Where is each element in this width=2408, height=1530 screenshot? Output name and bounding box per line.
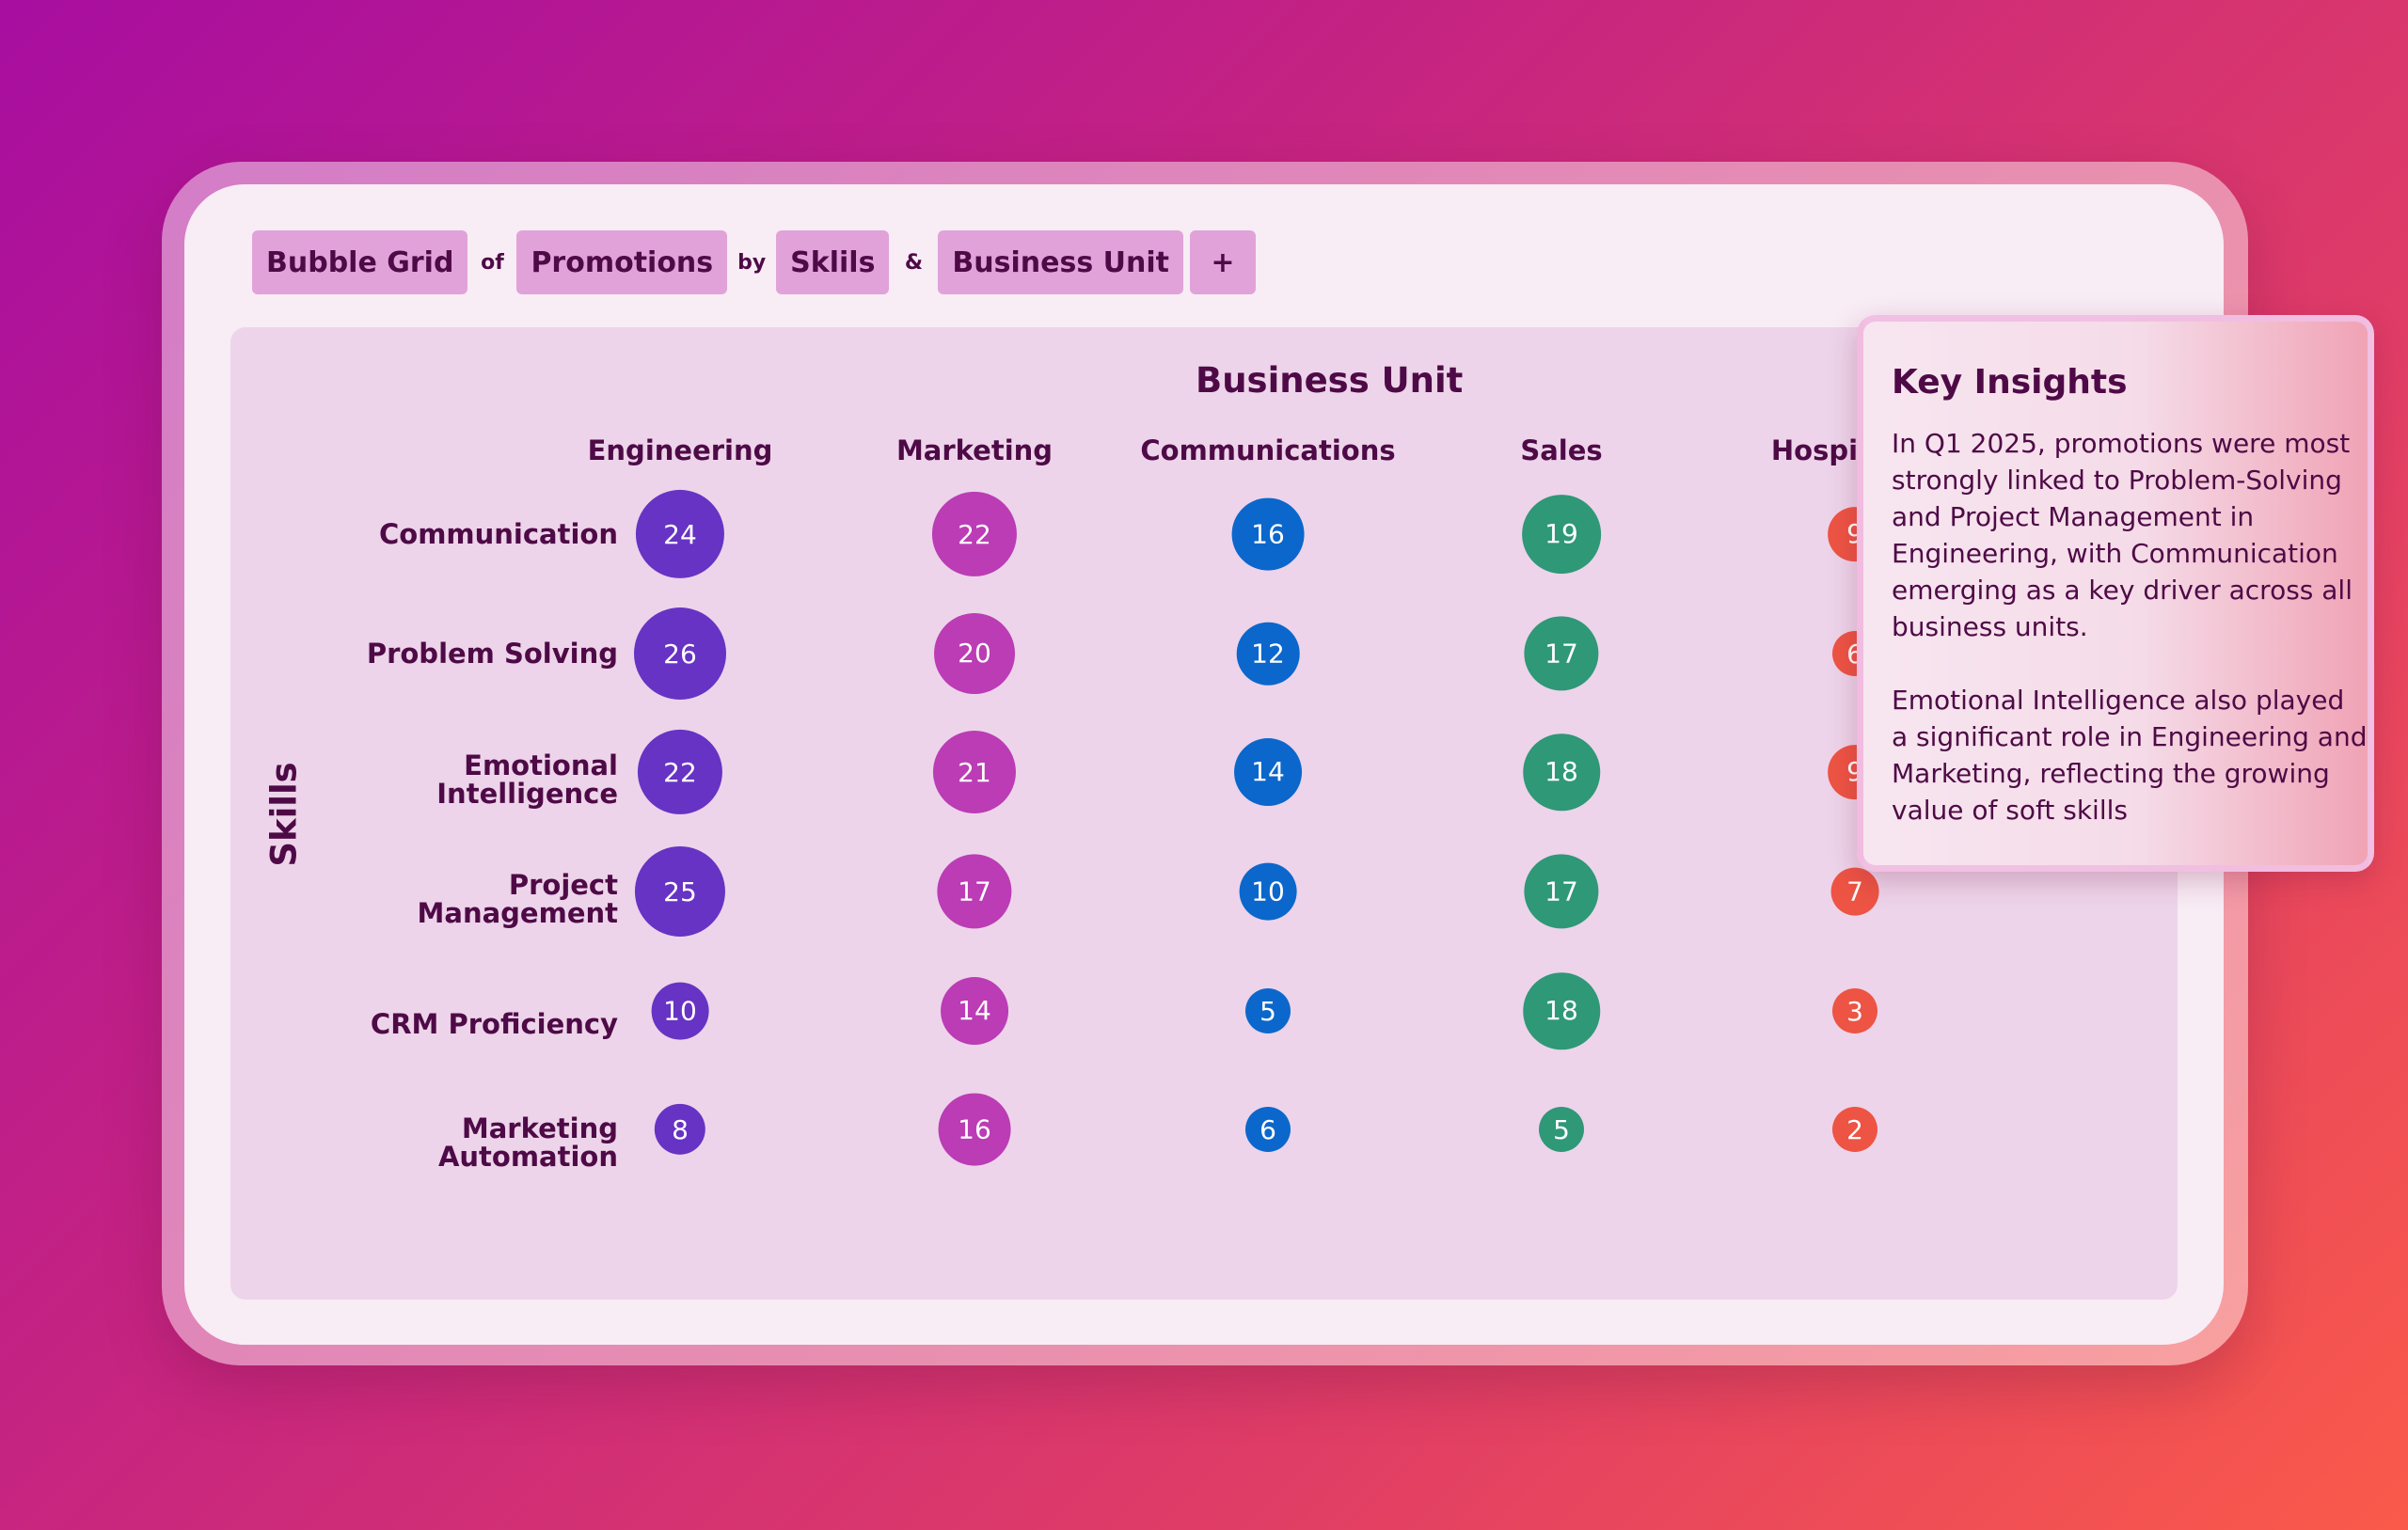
bubble-communication-marketing[interactable]: 22 [931,491,1018,577]
row-label-project-management: Project Management [417,869,618,929]
measure-chip[interactable]: Promotions [516,230,728,294]
insights-body: In Q1 2025, promotions were most strongl… [1892,425,2368,865]
key-insights-panel: Key Insights In Q1 2025, promotions were… [1857,315,2374,872]
dimension2-chip[interactable]: Business Unit [938,230,1183,294]
column-label-engineering: Engineering [587,434,773,466]
of-connector: of [481,250,504,275]
bubble-crm-proficiency-communications[interactable]: 5 [1245,988,1291,1033]
row-label-communication: Communication [378,518,618,550]
bubble-crm-proficiency-hospitality[interactable]: 3 [1832,988,1877,1033]
bubble-communication-sales[interactable]: 19 [1522,495,1601,574]
column-label-communications: Communications [1140,434,1396,466]
row-label-problem-solving: Problem Solving [366,638,618,670]
and-connector: & [904,250,924,275]
bubble-emotional-intelligence-communications[interactable]: 14 [1234,738,1302,806]
row-label-emotional-intelligence: Emotional Intelligence [436,749,618,810]
column-label-marketing: Marketing [895,434,1054,466]
row-label-crm-proficiency: CRM Proficiency [370,1008,618,1040]
bubble-problem-solving-sales[interactable]: 17 [1524,616,1599,691]
add-dimension-button[interactable]: + [1190,230,1256,294]
insights-paragraph-1: In Q1 2025, promotions were most strongl… [1892,428,2353,642]
bubble-problem-solving-marketing[interactable]: 20 [934,613,1015,694]
bubble-marketing-automation-engineering[interactable]: 8 [654,1103,706,1156]
y-axis-title: Skills [263,762,305,867]
bubble-project-management-marketing[interactable]: 17 [937,854,1012,929]
chart-type-chip[interactable]: Bubble Grid [252,230,468,294]
bubble-project-management-engineering[interactable]: 25 [634,845,726,938]
row-label-marketing-automation: Marketing Automation [437,1112,618,1173]
dimension1-chip[interactable]: Sklils [776,230,890,294]
column-label-sales: Sales [1520,434,1603,466]
bubble-project-management-communications[interactable]: 10 [1239,862,1297,921]
query-builder: Bubble Grid of Promotions by Sklils & Bu… [252,230,1256,294]
bubble-crm-proficiency-sales[interactable]: 18 [1523,972,1600,1049]
bubble-crm-proficiency-marketing[interactable]: 14 [941,977,1008,1045]
by-connector: by [737,250,767,275]
bubble-marketing-automation-communications[interactable]: 6 [1245,1107,1291,1152]
x-axis-title: Business Unit [1196,360,1464,401]
bubble-emotional-intelligence-engineering[interactable]: 22 [637,729,723,815]
bubble-problem-solving-engineering[interactable]: 26 [634,607,726,700]
bubble-emotional-intelligence-marketing[interactable]: 21 [932,730,1017,814]
bubble-communication-engineering[interactable]: 24 [635,489,725,579]
insights-paragraph-2: Emotional Intelligence also played a sig… [1892,685,2368,826]
insights-title: Key Insights [1892,363,2128,402]
bubble-communication-communications[interactable]: 16 [1231,497,1305,571]
bubble-crm-proficiency-engineering[interactable]: 10 [651,982,709,1040]
bubble-emotional-intelligence-sales[interactable]: 18 [1523,733,1600,811]
bubble-problem-solving-communications[interactable]: 12 [1236,622,1300,686]
bubble-project-management-hospitality[interactable]: 7 [1830,867,1879,916]
bubble-marketing-automation-marketing[interactable]: 16 [938,1093,1011,1166]
bubble-project-management-sales[interactable]: 17 [1524,854,1599,929]
bubble-marketing-automation-sales[interactable]: 5 [1539,1107,1584,1152]
bubble-marketing-automation-hospitality[interactable]: 2 [1832,1107,1877,1152]
